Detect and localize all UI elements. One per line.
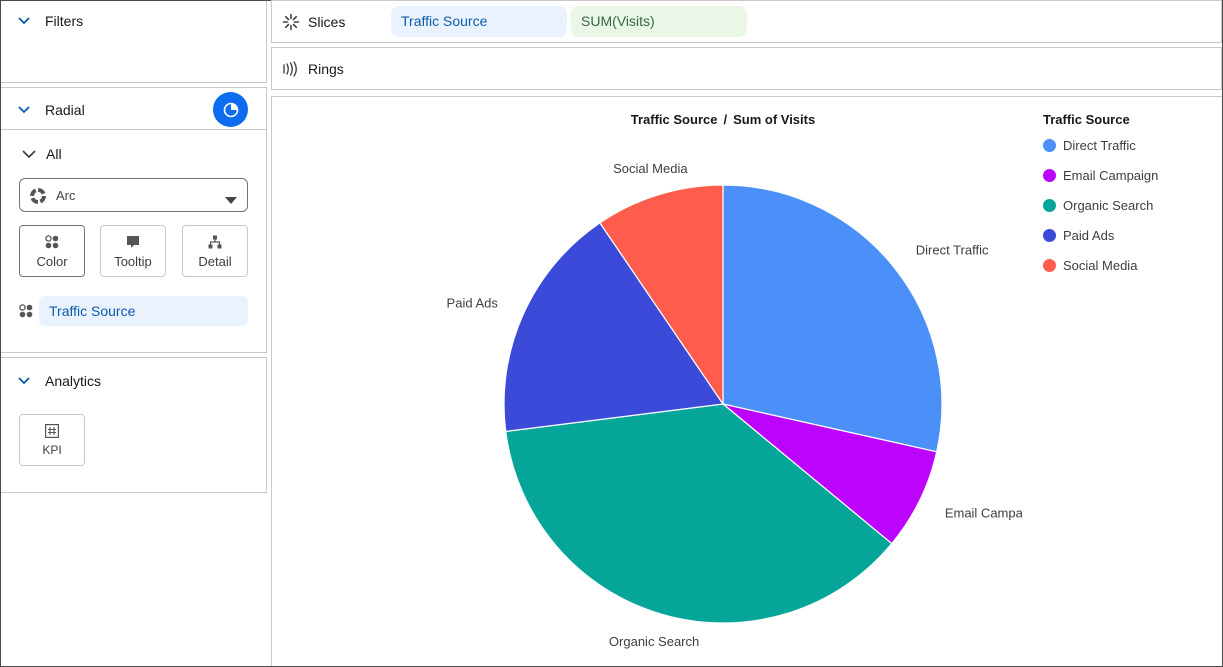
pie-chart: Direct Traffic Email Campaign Organic Sear… [447, 161, 1022, 649]
chart-title-measure: Sum of Visits [733, 112, 816, 127]
kpi-button[interactable]: KPI [19, 414, 85, 466]
radial-section: Radial All Arc [1, 87, 267, 353]
legend-label: Social Media [1063, 258, 1138, 273]
slices-measure-pill[interactable]: SUM(Visits) [571, 6, 747, 37]
mark-type-select[interactable]: Arc [19, 178, 248, 212]
arc-icon [29, 187, 47, 210]
pie-slice-paid-ads[interactable] [503, 222, 725, 433]
pie-slice-social-media[interactable] [599, 184, 724, 406]
legend-item[interactable]: Email Campaign [1043, 168, 1158, 198]
pie-chart-icon [223, 102, 238, 117]
rings-shelf: Rings [271, 47, 1222, 90]
filters-section: Filters [1, 1, 267, 83]
legend-item[interactable]: Social Media [1043, 258, 1158, 288]
legend-label: Direct Traffic [1063, 138, 1136, 153]
pie-chart-button[interactable] [213, 92, 248, 127]
legend-swatch [1043, 139, 1056, 152]
color-field-pill[interactable]: Traffic Source [39, 296, 248, 326]
chevron-down-icon[interactable] [18, 105, 30, 115]
legend-title: Traffic Source [1043, 112, 1130, 127]
pie-slice-direct-traffic[interactable] [722, 184, 943, 453]
all-group-label[interactable]: All [46, 146, 62, 162]
caret-down-icon [225, 192, 237, 210]
color-encoding-label: Color [36, 254, 68, 269]
legend-swatch [1043, 229, 1056, 242]
legend-label: Email Campaign [1063, 168, 1159, 183]
legend: Traffic Source Direct Traffic Email Campa… [1043, 112, 1158, 288]
legend-label: Paid Ads [1063, 228, 1115, 243]
slices-shelf: Slices Traffic Source SUM(Visits) [271, 0, 1222, 43]
legend-swatch [1043, 169, 1056, 182]
chevron-down-icon[interactable] [18, 376, 30, 386]
chart-area: Traffic Source / Sum of Visits Direct Traf… [271, 96, 1222, 666]
color-dots-icon [19, 304, 33, 323]
kpi-label: KPI [42, 443, 62, 457]
chevron-down-icon[interactable] [18, 16, 30, 26]
pie-slice-organic-search[interactable] [505, 403, 893, 624]
slices-icon [282, 13, 300, 36]
color-encoding-button[interactable]: Color [19, 225, 85, 277]
rings-label: Rings [308, 61, 344, 77]
slice-label: Social Media [613, 161, 688, 176]
rings-icon [282, 60, 300, 83]
tooltip-icon [101, 235, 165, 249]
chart-title: Traffic Source / Sum of Visits [272, 112, 1174, 127]
slice-label: Direct Traffic [916, 243, 989, 258]
chevron-down-icon[interactable] [22, 149, 36, 159]
hierarchy-icon [183, 235, 247, 249]
hash-icon [20, 424, 84, 438]
slice-label: Email Campaign [945, 506, 1022, 521]
tooltip-encoding-button[interactable]: Tooltip [100, 225, 166, 277]
color-dots-icon [20, 235, 84, 249]
mark-type-value: Arc [56, 188, 76, 203]
analytics-section: Analytics KPI [1, 357, 267, 493]
legend-swatch [1043, 259, 1056, 272]
legend-label: Organic Search [1063, 198, 1154, 213]
filters-title[interactable]: Filters [45, 13, 84, 29]
radial-title: Radial [45, 102, 85, 118]
legend-item[interactable]: Direct Traffic [1043, 138, 1158, 168]
slice-label: Paid Ads [447, 295, 499, 310]
left-panel: Filters Radial All Arc [1, 1, 267, 666]
chart-title-dimension: Traffic Source [630, 112, 718, 127]
legend-item[interactable]: Paid Ads [1043, 228, 1158, 258]
radial-header: Radial [1, 88, 266, 130]
legend-item[interactable]: Organic Search [1043, 198, 1158, 228]
analytics-title: Analytics [45, 373, 102, 389]
detail-encoding-button[interactable]: Detail [182, 225, 248, 277]
pie-slice-email-campaign[interactable] [722, 403, 938, 545]
slices-dimension-pill[interactable]: Traffic Source [391, 6, 567, 37]
slice-label: Organic Search [609, 634, 699, 649]
tooltip-encoding-label: Tooltip [114, 254, 152, 269]
chart-title-separator: / [723, 112, 728, 127]
detail-encoding-label: Detail [198, 254, 232, 269]
slices-label: Slices [308, 14, 346, 30]
legend-swatch [1043, 199, 1056, 212]
